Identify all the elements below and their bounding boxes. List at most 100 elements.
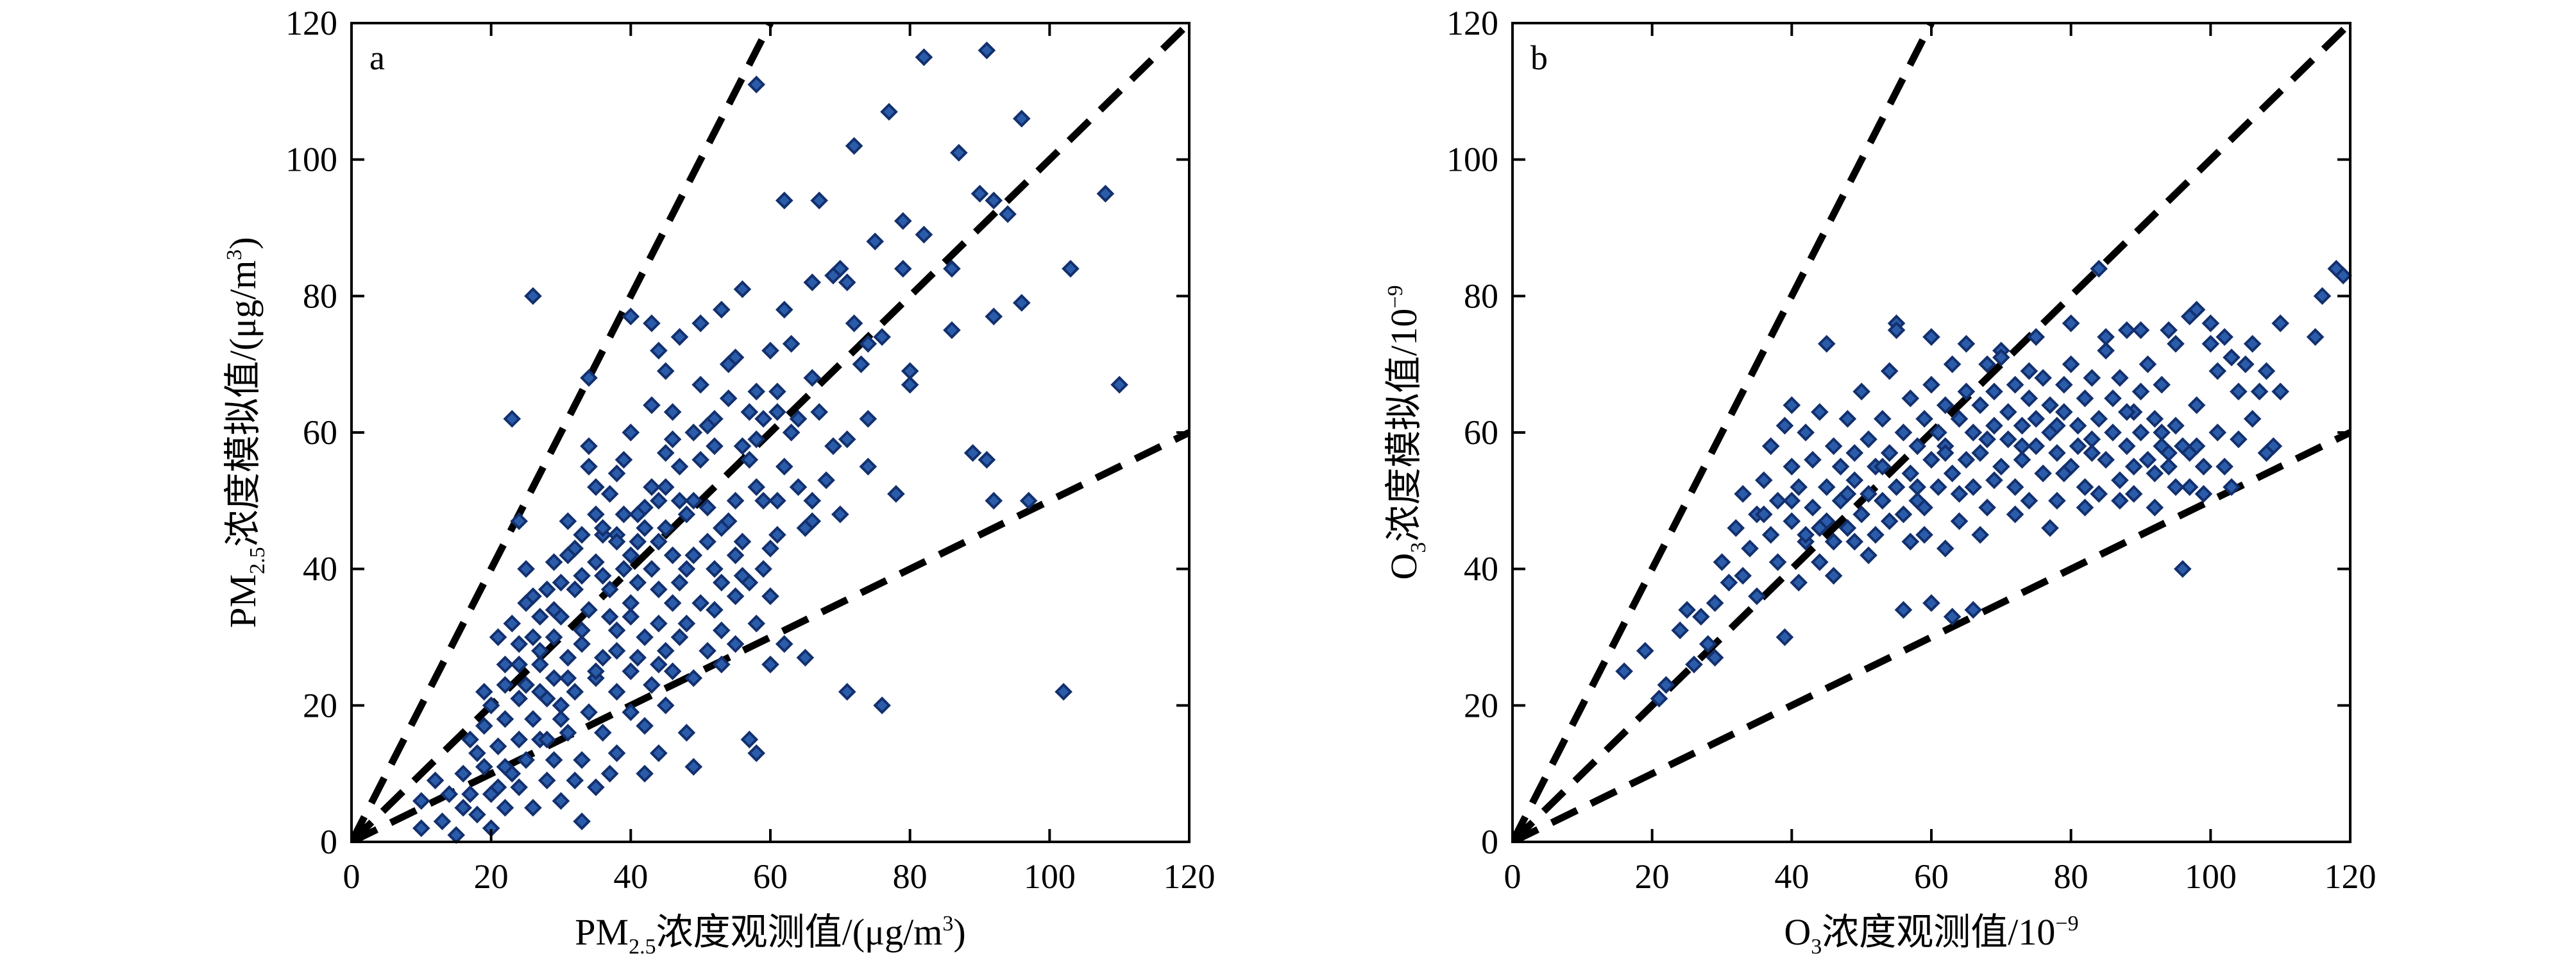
data-point bbox=[859, 409, 877, 428]
data-point bbox=[740, 450, 759, 469]
data-point bbox=[1657, 676, 1675, 694]
data-point bbox=[636, 628, 654, 646]
y-tick-label: 120 bbox=[1446, 4, 1498, 42]
data-point bbox=[503, 409, 521, 428]
data-point bbox=[880, 103, 898, 121]
data-point bbox=[775, 191, 793, 210]
reference-lines bbox=[352, 23, 1189, 842]
data-point bbox=[643, 676, 661, 694]
data-point bbox=[2216, 328, 2233, 346]
data-point bbox=[2013, 437, 2031, 456]
data-point bbox=[943, 321, 961, 339]
data-point bbox=[2223, 348, 2241, 366]
data-point bbox=[587, 478, 605, 496]
data-point bbox=[1985, 416, 2003, 435]
data-point bbox=[691, 450, 709, 469]
data-point bbox=[607, 464, 626, 483]
data-point bbox=[650, 492, 668, 510]
x-tick-label: 100 bbox=[1024, 857, 1076, 896]
data-point bbox=[2020, 362, 2038, 381]
data-point bbox=[496, 799, 514, 817]
data-point bbox=[573, 567, 591, 585]
data-point bbox=[719, 389, 738, 407]
data-point bbox=[1860, 484, 1877, 503]
data-point bbox=[531, 642, 549, 660]
data-point bbox=[1804, 450, 1822, 469]
data-point bbox=[1950, 409, 1969, 428]
data-point bbox=[622, 703, 640, 721]
data-point bbox=[2139, 450, 2157, 469]
y-tick-label: 40 bbox=[303, 550, 337, 588]
data-point bbox=[684, 492, 703, 510]
data-point bbox=[650, 744, 668, 762]
data-point bbox=[2055, 403, 2073, 421]
data-point bbox=[747, 430, 766, 449]
data-point bbox=[2083, 369, 2101, 387]
x-tick-label: 120 bbox=[2325, 857, 2377, 896]
data-point bbox=[1817, 334, 1836, 353]
data-point bbox=[2048, 492, 2066, 510]
data-point bbox=[1860, 546, 1877, 565]
data-point bbox=[2257, 362, 2276, 381]
y-axis-label: O3浓度模拟值/10−9 bbox=[1383, 285, 1430, 579]
data-point bbox=[656, 642, 675, 660]
data-point bbox=[656, 478, 675, 496]
data-point bbox=[2243, 409, 2262, 428]
data-point bbox=[2117, 321, 2136, 339]
data-point bbox=[2111, 471, 2129, 490]
data-point bbox=[587, 505, 605, 524]
data-point bbox=[622, 546, 640, 565]
data-point bbox=[726, 635, 745, 653]
data-point bbox=[600, 580, 619, 599]
data-point bbox=[2146, 499, 2164, 517]
data-point bbox=[1012, 110, 1031, 128]
data-point bbox=[593, 724, 612, 742]
data-point bbox=[531, 655, 549, 674]
data-point bbox=[2027, 437, 2046, 456]
data-point bbox=[1985, 382, 2003, 401]
data-point bbox=[1922, 375, 1940, 394]
data-point bbox=[761, 655, 779, 674]
data-point bbox=[845, 314, 863, 332]
y-tick-label: 0 bbox=[1481, 823, 1498, 861]
data-point bbox=[670, 458, 689, 475]
data-point bbox=[810, 191, 829, 210]
data-point bbox=[733, 280, 752, 298]
data-points bbox=[412, 41, 1128, 844]
data-point bbox=[2153, 375, 2171, 394]
data-point bbox=[1783, 512, 1801, 531]
data-point bbox=[768, 403, 786, 421]
data-point bbox=[706, 601, 724, 619]
x-tick-label: 20 bbox=[474, 857, 509, 896]
data-point bbox=[1824, 567, 1843, 585]
data-point bbox=[670, 492, 689, 510]
data-point bbox=[552, 574, 570, 592]
data-point bbox=[580, 601, 598, 619]
data-point bbox=[650, 341, 668, 360]
data-point bbox=[2243, 334, 2262, 353]
reference-line-2 bbox=[352, 23, 774, 842]
data-point bbox=[1824, 437, 1843, 456]
data-point bbox=[524, 628, 542, 646]
x-axis-label: PM2.5浓度观测值/(μg/m3) bbox=[575, 911, 965, 959]
data-point bbox=[2271, 314, 2289, 332]
data-point bbox=[663, 594, 682, 612]
data-point bbox=[740, 730, 759, 749]
data-point bbox=[894, 212, 912, 230]
x-tick-label: 40 bbox=[613, 857, 648, 896]
data-point bbox=[733, 567, 752, 585]
data-point bbox=[1852, 382, 1870, 401]
data-point bbox=[545, 751, 563, 769]
data-point bbox=[496, 676, 514, 694]
data-point bbox=[712, 300, 731, 319]
data-point bbox=[2208, 362, 2227, 381]
data-point bbox=[2187, 300, 2206, 319]
data-point bbox=[2160, 458, 2178, 475]
data-point bbox=[754, 560, 772, 578]
data-point bbox=[531, 608, 549, 626]
data-point bbox=[663, 546, 682, 565]
data-point bbox=[1894, 505, 1913, 524]
data-point bbox=[1880, 512, 1899, 531]
data-point bbox=[2131, 382, 2150, 401]
data-point bbox=[650, 655, 668, 674]
